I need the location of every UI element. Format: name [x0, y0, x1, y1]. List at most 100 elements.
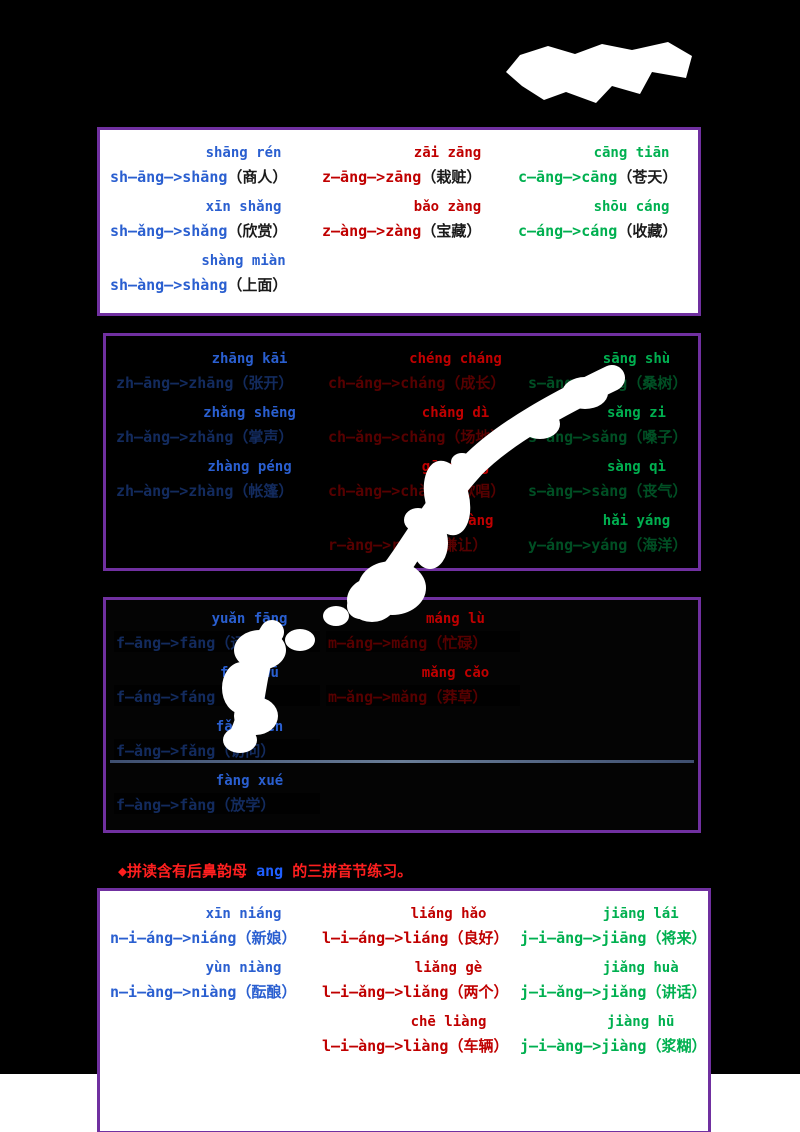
pinyin-syllable: c—áng—>cáng	[518, 222, 618, 240]
pinyin-syllable: y—áng—>yáng	[528, 536, 628, 554]
pinyin-word: máng lù	[425, 611, 485, 627]
pinyin-columns: xīn niáng n—i—áng—>niáng（新娘） yùn niàng n…	[100, 891, 708, 1065]
pinyin-formula: z—āng—>zāng（栽赃）	[322, 164, 518, 190]
chinese-word: （张开）	[233, 374, 294, 392]
pinyin-formula: sh—āng—>shāng（商人）	[110, 164, 322, 190]
divider-line	[110, 760, 694, 763]
chinese-word: （良好）	[448, 929, 509, 947]
pinyin-word: jiǎng huà	[602, 960, 679, 976]
chinese-word: （宝藏）	[421, 222, 482, 240]
pinyin-entry: sàng qì s—àng—>sàng（丧气）	[526, 456, 690, 510]
pinyin-word: sàng qì	[606, 459, 666, 475]
pinyin-formula: m—ǎng—>mǎng（莽草）	[328, 684, 528, 710]
chinese-word: （海洋）	[627, 536, 688, 554]
pinyin-columns: zhāng kāi zh—āng—>zhāng（张开） zhǎng shēng …	[106, 336, 698, 564]
pinyin-syllable: r—àng—>ràng	[328, 536, 428, 554]
pinyin-entry: zhāng kāi zh—āng—>zhāng（张开）	[114, 348, 328, 402]
column-m: máng lù m—áng—>máng（忙碌） mǎng cǎo m—ǎng—>…	[326, 608, 528, 824]
pinyin-entry: xīn shǎng sh—ǎng—>shǎng（欣赏）	[110, 196, 322, 250]
pinyin-entry: sāng shù s—āng—>sāng（桑树）	[526, 348, 690, 402]
pinyin-formula: zh—ǎng—>zhǎng（掌声）	[116, 424, 328, 450]
pinyin-word: yùn niàng	[205, 960, 282, 976]
pinyin-syllable: zh—ǎng—>zhǎng	[116, 428, 234, 446]
pinyin-syllable: f—àng—>fàng	[116, 796, 216, 814]
pinyin-syllable: ch—àng—>chàng	[328, 482, 446, 500]
chinese-word: （上面）	[227, 276, 288, 294]
pinyin-word: chéng cháng	[409, 351, 502, 367]
chinese-word: （商人）	[227, 168, 288, 186]
pinyin-formula: j—i—ǎng—>jiǎng（讲话）	[520, 979, 706, 1005]
pinyin-formula: s—ǎng—>sǎng（嗓子）	[528, 424, 690, 450]
pinyin-entry: máng lù m—áng—>máng（忙碌）	[326, 608, 528, 662]
pinyin-entry: shāng rén sh—āng—>shāng（商人）	[110, 142, 322, 196]
pinyin-entry: zhàng péng zh—àng—>zhàng（帐篷）	[114, 456, 328, 510]
pinyin-entry: chǎng dì ch—ǎng—>chǎng（场地）	[326, 402, 528, 456]
pinyin-word: mǎng cǎo	[421, 665, 490, 681]
pinyin-word: fàng xué	[215, 773, 284, 789]
pinyin-entry: gē chàng ch—àng—>chàng（歌唱）	[326, 456, 528, 510]
pinyin-word: zhàng péng	[207, 459, 292, 475]
pinyin-entry: chē liàng l—i—àng—>liàng（车辆）	[322, 1011, 520, 1065]
pinyin-syllable: sh—ǎng—>shǎng	[110, 222, 228, 240]
pinyin-formula: n—i—áng—>niáng（新娘）	[110, 925, 322, 951]
pinyin-syllable: j—i—ǎng—>jiǎng	[520, 983, 647, 1001]
pinyin-word: chǎng dì	[421, 405, 490, 421]
pinyin-formula: l—i—áng—>liáng（良好）	[322, 925, 520, 951]
pinyin-word: yuǎn fāng	[211, 611, 288, 627]
chinese-word: （车辆）	[448, 1037, 509, 1055]
pinyin-syllable: zh—āng—>zhāng	[116, 374, 234, 392]
pinyin-entry: fáng wū f—áng—>fáng（房屋）	[114, 662, 328, 716]
heading-text-post: 的三拼音节练习。	[283, 862, 413, 880]
pinyin-word: zāi zāng	[413, 145, 482, 161]
column-z: zāi zāng z—āng—>zāng（栽赃） bǎo zàng z—àng—…	[322, 142, 518, 304]
chinese-word: （场地）	[445, 428, 506, 446]
pinyin-formula: s—àng—>sàng（丧气）	[528, 478, 690, 504]
pinyin-entry: yuǎn fāng f—āng—>fāng（远方）	[114, 608, 328, 662]
pinyin-entry: sǎng zi s—ǎng—>sǎng（嗓子）	[526, 402, 690, 456]
pinyin-word: liáng hǎo	[410, 906, 487, 922]
chinese-word: （收藏）	[617, 222, 678, 240]
pinyin-syllable: zh—àng—>zhàng	[116, 482, 234, 500]
column-n: xīn niáng n—i—áng—>niáng（新娘） yùn niàng n…	[110, 903, 322, 1065]
pinyin-syllable: f—ǎng—>fǎng	[116, 742, 216, 760]
pinyin-word: shōu cáng	[593, 199, 670, 215]
chinese-word: （嗓子）	[627, 428, 688, 446]
pinyin-formula: l—i—àng—>liàng（车辆）	[322, 1033, 520, 1059]
pinyin-formula: ch—àng—>chàng（歌唱）	[328, 478, 528, 504]
pinyin-box-f-m: yuǎn fāng f—āng—>fāng（远方） fáng wū f—áng—…	[103, 597, 701, 833]
chinese-word: （桑树）	[627, 374, 688, 392]
pinyin-entry: liǎng gè l—i—ǎng—>liǎng（两个）	[322, 957, 520, 1011]
column-empty	[528, 608, 690, 824]
pinyin-formula: m—áng—>máng（忙碌）	[328, 630, 528, 656]
pinyin-word: shāng rén	[205, 145, 282, 161]
chinese-word: （浆糊）	[646, 1037, 707, 1055]
pinyin-formula: r—àng—>ràng（谦让）	[328, 532, 528, 558]
chinese-word: （栽赃）	[421, 168, 482, 186]
pinyin-formula: zh—āng—>zhāng（张开）	[116, 370, 328, 396]
column-ch: chéng cháng ch—áng—>cháng（成长） chǎng dì c…	[326, 348, 528, 564]
pinyin-entry: liáng hǎo l—i—áng—>liáng（良好）	[322, 903, 520, 957]
pinyin-syllable: f—áng—>fáng	[116, 688, 216, 706]
pinyin-formula: zh—àng—>zhàng（帐篷）	[116, 478, 328, 504]
pinyin-syllable: c—āng—>cāng	[518, 168, 618, 186]
pinyin-entry: cāng tiān c—āng—>cāng（苍天）	[518, 142, 690, 196]
chinese-word: （新娘）	[236, 929, 297, 947]
pinyin-word: jiāng lái	[602, 906, 679, 922]
chinese-word: （放学）	[215, 796, 276, 814]
pinyin-entry: chéng cháng ch—áng—>cháng（成长）	[326, 348, 528, 402]
chinese-word: （歌唱）	[445, 482, 506, 500]
pinyin-entry: jiàng hū j—i—àng—>jiàng（浆糊）	[520, 1011, 706, 1065]
chinese-word: （莽草）	[427, 688, 488, 706]
pinyin-syllable: sh—àng—>shàng	[110, 276, 228, 294]
pinyin-box-zh-ch-s: zhāng kāi zh—āng—>zhāng（张开） zhǎng shēng …	[103, 333, 701, 571]
pinyin-formula: ch—ǎng—>chǎng（场地）	[328, 424, 528, 450]
chinese-word: （酝酿）	[236, 983, 297, 1001]
pinyin-entry: yùn niàng n—i—àng—>niàng（酝酿）	[110, 957, 322, 1011]
pinyin-syllable: l—i—áng—>liáng	[322, 929, 449, 947]
pinyin-box-sh-z-c: shāng rén sh—āng—>shāng（商人） xīn shǎng sh…	[97, 127, 701, 316]
column-sh: shāng rén sh—āng—>shāng（商人） xīn shǎng sh…	[110, 142, 322, 304]
chinese-word: （讲话）	[646, 983, 707, 1001]
pinyin-word: liǎng gè	[414, 960, 483, 976]
column-s: sāng shù s—āng—>sāng（桑树） sǎng zi s—ǎng—>…	[526, 348, 690, 564]
